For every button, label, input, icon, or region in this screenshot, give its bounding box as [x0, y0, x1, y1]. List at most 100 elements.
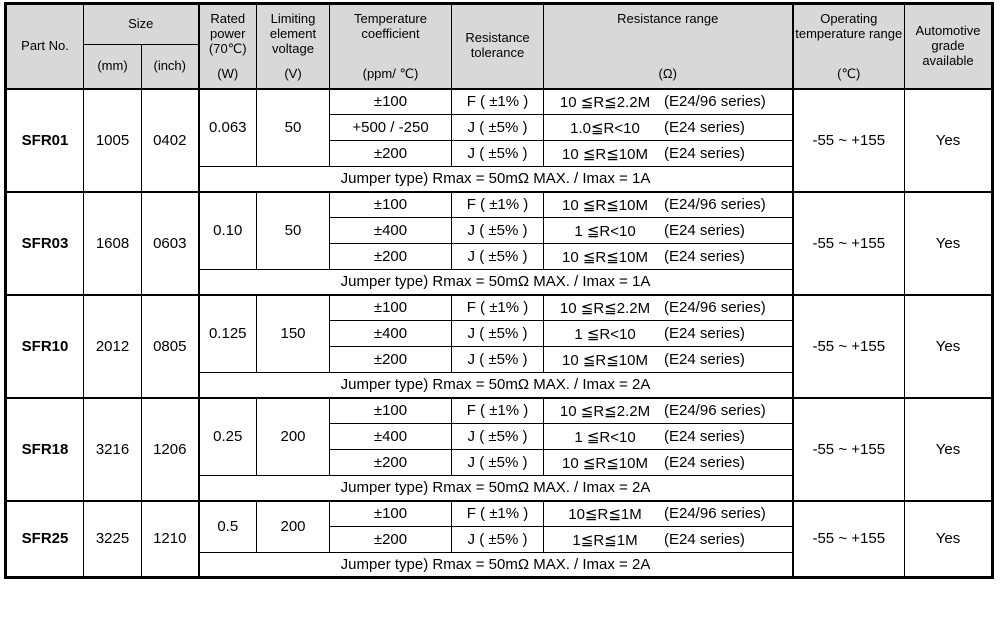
table-row: ±200 J ( ±5% ) 10 ≦R≦10M (E24 series) [6, 346, 993, 373]
series-label: (E24/96 series) [664, 299, 766, 317]
rated-power-cell: 0.5 [197, 499, 257, 553]
range-cell: 1 ≦R<10 (E24 series) [543, 217, 793, 244]
series-label: (E24 series) [664, 145, 745, 162]
automotive-cell: Yes [904, 87, 993, 192]
table-row: SFR01 1005 0402 0.063 50 ±100 F ( ±1% ) … [5, 87, 993, 192]
tolerance-cell: F ( ±1% ) [451, 293, 544, 321]
operating-temp-cell: -55 ~ +155 [791, 87, 905, 192]
col-header-size-mm: (mm) [83, 44, 142, 89]
header-cell: Temperature coefficient (ppm/ ℃) [331, 8, 451, 85]
automotive-cell: Yes [904, 190, 993, 295]
range-value: 10 ≦R≦2.2M [559, 299, 651, 317]
range-cell: 10≦R≦1M (E24/96 series) [543, 499, 793, 527]
tolerance-cell: J ( ±5% ) [451, 449, 544, 476]
range-value: 10 ≦R≦10M [561, 196, 648, 214]
range-cell: 1 ≦R<10 (E24 series) [543, 423, 793, 450]
header-row-2: (mm) (inch) [6, 44, 993, 89]
range-cell: 1 ≦R<10 (E24 series) [543, 320, 793, 347]
rated-power-cell: 0.10 [197, 190, 257, 270]
tolerance-cell: J ( ±5% ) [451, 243, 544, 270]
operating-temp-cell: -55 ~ +155 [791, 293, 905, 398]
operating-temp-cell: -55 ~ +155 [791, 499, 905, 578]
range-value: 10≦R≦1M [568, 505, 642, 523]
tempco-cell: ±200 [329, 243, 452, 270]
range-value: 10 ≦R≦2.2M [559, 402, 651, 420]
range-wrap: 10 ≦R≦10M (E24/96 series) [545, 196, 792, 214]
tempco-cell: +500 / -250 [329, 114, 452, 141]
part-no-cell: SFR18 [5, 396, 84, 501]
tempco-cell: ±100 [329, 293, 452, 321]
automotive-cell: Yes [904, 396, 993, 501]
tolerance-cell: J ( ±5% ) [451, 526, 544, 553]
automotive-cell: Yes [904, 293, 993, 398]
table-row: ±200 J ( ±5% ) 10 ≦R≦10M (E24 series) [6, 243, 993, 270]
rated-power-cell: 0.125 [197, 293, 257, 373]
table-row: Jumper type) Rmax = 50mΩ MAX. / Imax = 2… [6, 475, 993, 501]
range-value: 10 ≦R≦10M [561, 454, 648, 472]
limiting-voltage-cell: 200 [256, 396, 330, 476]
range-cell: 10 ≦R≦2.2M (E24/96 series) [543, 293, 793, 321]
tempco-cell: ±100 [329, 396, 452, 424]
jumper-cell: Jumper type) Rmax = 50mΩ MAX. / Imax = 1… [197, 166, 793, 192]
range-cell: 10 ≦R≦10M (E24/96 series) [543, 190, 793, 218]
operating-temp-cell: -55 ~ +155 [791, 396, 905, 501]
part-no-cell: SFR25 [5, 499, 84, 578]
limiting-voltage-cell: 50 [256, 87, 330, 167]
range-value: 10 ≦R≦10M [561, 351, 648, 369]
part-no-cell: SFR10 [5, 293, 84, 398]
series-label: (E24/96 series) [664, 402, 766, 420]
header-unit: (V) [284, 65, 302, 81]
range-value: 10 ≦R≦10M [561, 145, 648, 163]
tempco-cell: ±100 [329, 190, 452, 218]
size-inch-cell: 1210 [141, 499, 199, 578]
tempco-cell: ±200 [329, 449, 452, 476]
col-header-resistance-tolerance: Resistance tolerance [451, 3, 544, 89]
range-value: 1 ≦R<10 [574, 428, 636, 446]
header-label: Operating temperature range [795, 10, 903, 41]
range-wrap: 1 ≦R<10 (E24 series) [545, 325, 792, 343]
tolerance-cell: J ( ±5% ) [451, 217, 544, 244]
col-header-temp-coefficient: Temperature coefficient (ppm/ ℃) [329, 3, 452, 89]
tempco-cell: ±400 [329, 320, 452, 347]
series-label: (E24/96 series) [664, 93, 766, 111]
table-row: Jumper type) Rmax = 50mΩ MAX. / Imax = 1… [6, 269, 993, 295]
range-value: 10 ≦R≦2.2M [559, 93, 651, 111]
header-unit: (Ω) [658, 65, 677, 81]
table-row: ±200 J ( ±5% ) 10 ≦R≦10M (E24 series) [6, 449, 993, 476]
tempco-cell: ±200 [329, 346, 452, 373]
series-label: (E24/96 series) [664, 196, 766, 214]
tolerance-cell: F ( ±1% ) [451, 87, 544, 115]
tolerance-cell: J ( ±5% ) [451, 140, 544, 167]
range-wrap: 10≦R≦1M (E24/96 series) [545, 505, 792, 523]
header-label: Limiting element voltage [269, 10, 317, 56]
jumper-cell: Jumper type) Rmax = 50mΩ MAX. / Imax = 2… [197, 372, 793, 398]
header-label: Rated power (70℃) [208, 10, 247, 56]
operating-temp-cell: -55 ~ +155 [791, 190, 905, 295]
range-value: 1≦R≦1M [572, 531, 638, 549]
tolerance-cell: F ( ±1% ) [451, 396, 544, 424]
header-unit: (℃) [837, 65, 861, 81]
series-label: (E24 series) [664, 428, 745, 445]
header-cell: Operating temperature range (℃) [795, 8, 904, 85]
tempco-cell: ±400 [329, 423, 452, 450]
header-label: Resistance range [617, 10, 719, 26]
series-label: (E24 series) [664, 454, 745, 471]
range-wrap: 1.0≦R<10 (E24 series) [545, 119, 792, 137]
header-cell: Limiting element voltage (V) [258, 8, 329, 85]
range-wrap: 10 ≦R≦10M (E24 series) [545, 351, 792, 369]
range-cell: 1.0≦R<10 (E24 series) [543, 114, 793, 141]
tempco-cell: ±100 [329, 87, 452, 115]
header-unit: (ppm/ ℃) [362, 65, 419, 81]
range-wrap: 10 ≦R≦2.2M (E24/96 series) [545, 93, 792, 111]
range-value: 10 ≦R≦10M [561, 248, 648, 266]
tolerance-cell: F ( ±1% ) [451, 499, 544, 527]
size-mm-cell: 1608 [83, 190, 142, 295]
range-value: 1 ≦R<10 [574, 222, 636, 240]
table-row: ±400 J ( ±5% ) 1 ≦R<10 (E24 series) [6, 320, 993, 347]
jumper-cell: Jumper type) Rmax = 50mΩ MAX. / Imax = 1… [197, 269, 793, 295]
range-wrap: 10 ≦R≦10M (E24 series) [545, 248, 792, 266]
table-row: SFR18 3216 1206 0.25 200 ±100 F ( ±1% ) … [5, 396, 993, 501]
tempco-cell: ±400 [329, 217, 452, 244]
table-row: Jumper type) Rmax = 50mΩ MAX. / Imax = 2… [6, 552, 993, 578]
header-label: Temperature coefficient [354, 10, 427, 41]
